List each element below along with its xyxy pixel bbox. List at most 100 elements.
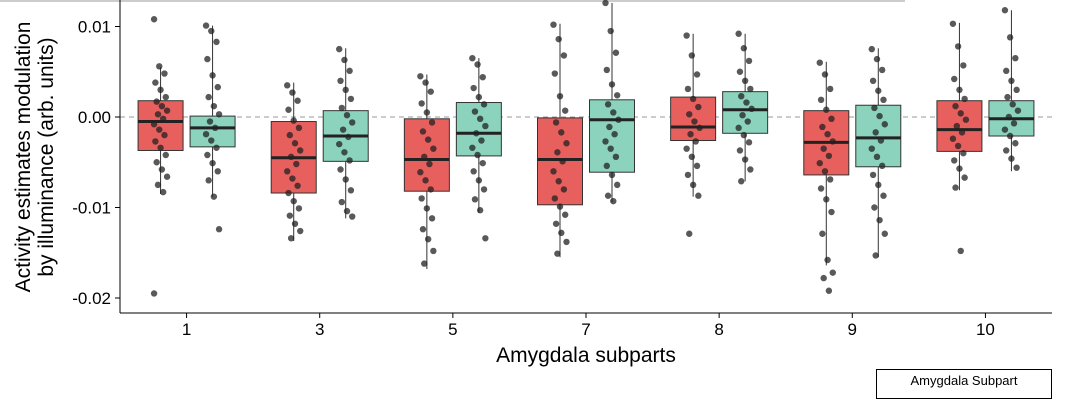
data-point [162, 93, 169, 101]
data-point [421, 260, 428, 267]
data-point [1013, 164, 1020, 171]
data-point [285, 106, 292, 113]
data-point [157, 144, 164, 151]
data-point [957, 247, 964, 255]
data-point [161, 70, 168, 77]
data-point [480, 186, 488, 193]
data-point [470, 84, 477, 92]
data-point [692, 138, 699, 145]
data-point [881, 230, 888, 237]
data-point [210, 193, 218, 200]
data-point [337, 166, 344, 173]
data-point [285, 189, 292, 197]
box-group [936, 20, 983, 255]
data-point [614, 181, 621, 189]
data-point [297, 227, 304, 235]
data-point [608, 171, 616, 179]
data-point [949, 135, 957, 142]
data-point [740, 45, 748, 52]
data-point [821, 71, 829, 78]
data-point [949, 20, 957, 27]
data-point [159, 188, 167, 196]
legend-title: Amygdala Subpart [910, 373, 1018, 388]
data-point [612, 49, 620, 56]
data-point [152, 79, 159, 86]
data-point [1008, 155, 1015, 162]
data-point [875, 87, 882, 94]
data-point [745, 57, 753, 65]
data-point [738, 92, 745, 100]
data-point [163, 173, 171, 180]
data-point [556, 203, 564, 210]
data-point [683, 32, 690, 39]
data-point [294, 182, 301, 189]
data-point [349, 213, 356, 220]
data-point [153, 98, 160, 105]
data-point [476, 115, 484, 123]
data-point [552, 220, 560, 227]
data-point [341, 149, 348, 156]
y-tick-label: -0.01 [72, 199, 111, 218]
data-point [1001, 126, 1009, 133]
data-point [474, 151, 481, 159]
data-point [550, 21, 557, 28]
data-point [291, 140, 299, 147]
data-point [471, 196, 479, 203]
data-point [614, 92, 621, 99]
data-point [958, 129, 966, 136]
data-point [684, 85, 692, 93]
data-point [469, 54, 476, 62]
data-point [683, 145, 690, 152]
data-point [607, 27, 614, 35]
data-point [418, 195, 425, 202]
x-tick-label: 5 [448, 320, 457, 339]
data-point [336, 140, 343, 148]
data-point [291, 220, 299, 227]
data-point [961, 95, 968, 103]
data-point [695, 103, 702, 111]
data-point [816, 159, 823, 167]
data-point [951, 75, 958, 83]
data-point [286, 131, 294, 139]
data-point [696, 124, 703, 132]
box-group [722, 30, 769, 185]
data-point [154, 111, 162, 118]
data-point [424, 136, 432, 143]
data-point [1012, 140, 1019, 147]
data-point [552, 119, 560, 126]
data-point [1012, 54, 1019, 62]
y-tick-label: 0.01 [78, 18, 111, 37]
data-point [735, 124, 742, 132]
box-group [137, 16, 184, 297]
data-point [158, 166, 166, 173]
x-tick-label: 7 [581, 320, 590, 339]
data-point [604, 101, 612, 108]
data-point [606, 123, 613, 131]
data-point [478, 137, 485, 144]
data-point [152, 138, 159, 145]
data-point [1006, 132, 1014, 140]
data-point [342, 86, 349, 94]
data-point [1001, 7, 1009, 14]
data-point [209, 159, 216, 167]
data-point [1006, 34, 1014, 41]
data-point [215, 111, 223, 118]
data-point [286, 212, 294, 219]
data-point [819, 123, 826, 131]
data-point [817, 96, 825, 104]
data-point [563, 140, 570, 147]
legend-box: Amygdala Subpart [876, 369, 1052, 399]
data-point [880, 192, 887, 199]
data-point [474, 61, 481, 68]
data-point [1014, 107, 1022, 114]
data-point [417, 169, 424, 176]
data-point [558, 129, 565, 136]
data-point [418, 100, 425, 107]
data-point [603, 66, 610, 74]
data-point [157, 86, 164, 94]
data-point [869, 171, 877, 179]
data-point [741, 77, 749, 85]
data-point [954, 43, 962, 50]
data-point [156, 63, 163, 70]
data-point [602, 0, 609, 7]
